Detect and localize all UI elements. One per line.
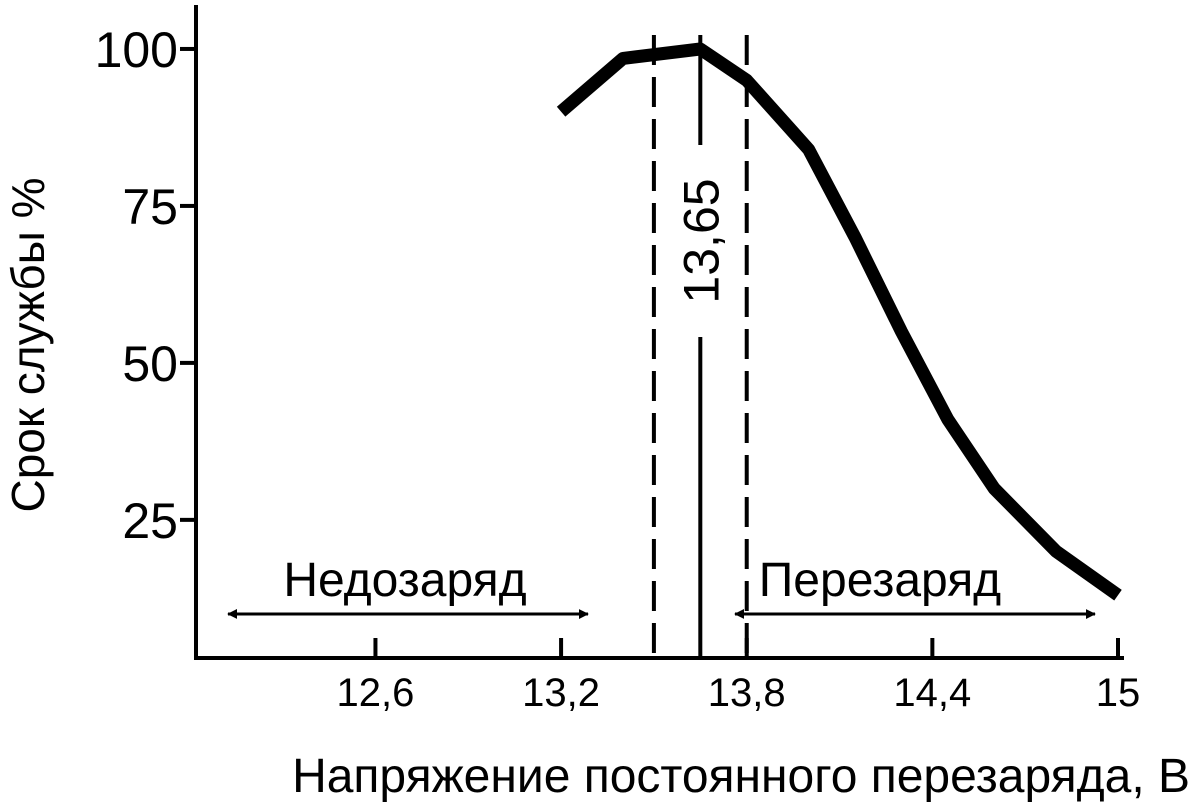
x-tick-label: 13,8 — [708, 671, 786, 715]
x-tick-label: 12,6 — [337, 671, 415, 715]
x-tick-label: 15 — [1096, 671, 1141, 715]
y-tick-label: 50 — [122, 336, 178, 392]
data-line — [556, 42, 1122, 601]
x-axis-label: Напряжение постоянного перезаряда, В — [292, 750, 1190, 803]
annotation: Недозаряд — [283, 554, 526, 607]
reference-label: 13,65 — [673, 178, 729, 303]
y-tick-label: 100 — [95, 22, 178, 78]
y-axis-label: Срок службы % — [2, 177, 54, 512]
y-tick-label: 75 — [122, 179, 178, 235]
label-background — [672, 145, 729, 337]
y-tick-label: 25 — [122, 493, 178, 549]
annotation: Перезаряд — [759, 554, 1001, 607]
x-tick-label: 13,2 — [522, 671, 600, 715]
x-tick-label: 14,4 — [893, 671, 971, 715]
